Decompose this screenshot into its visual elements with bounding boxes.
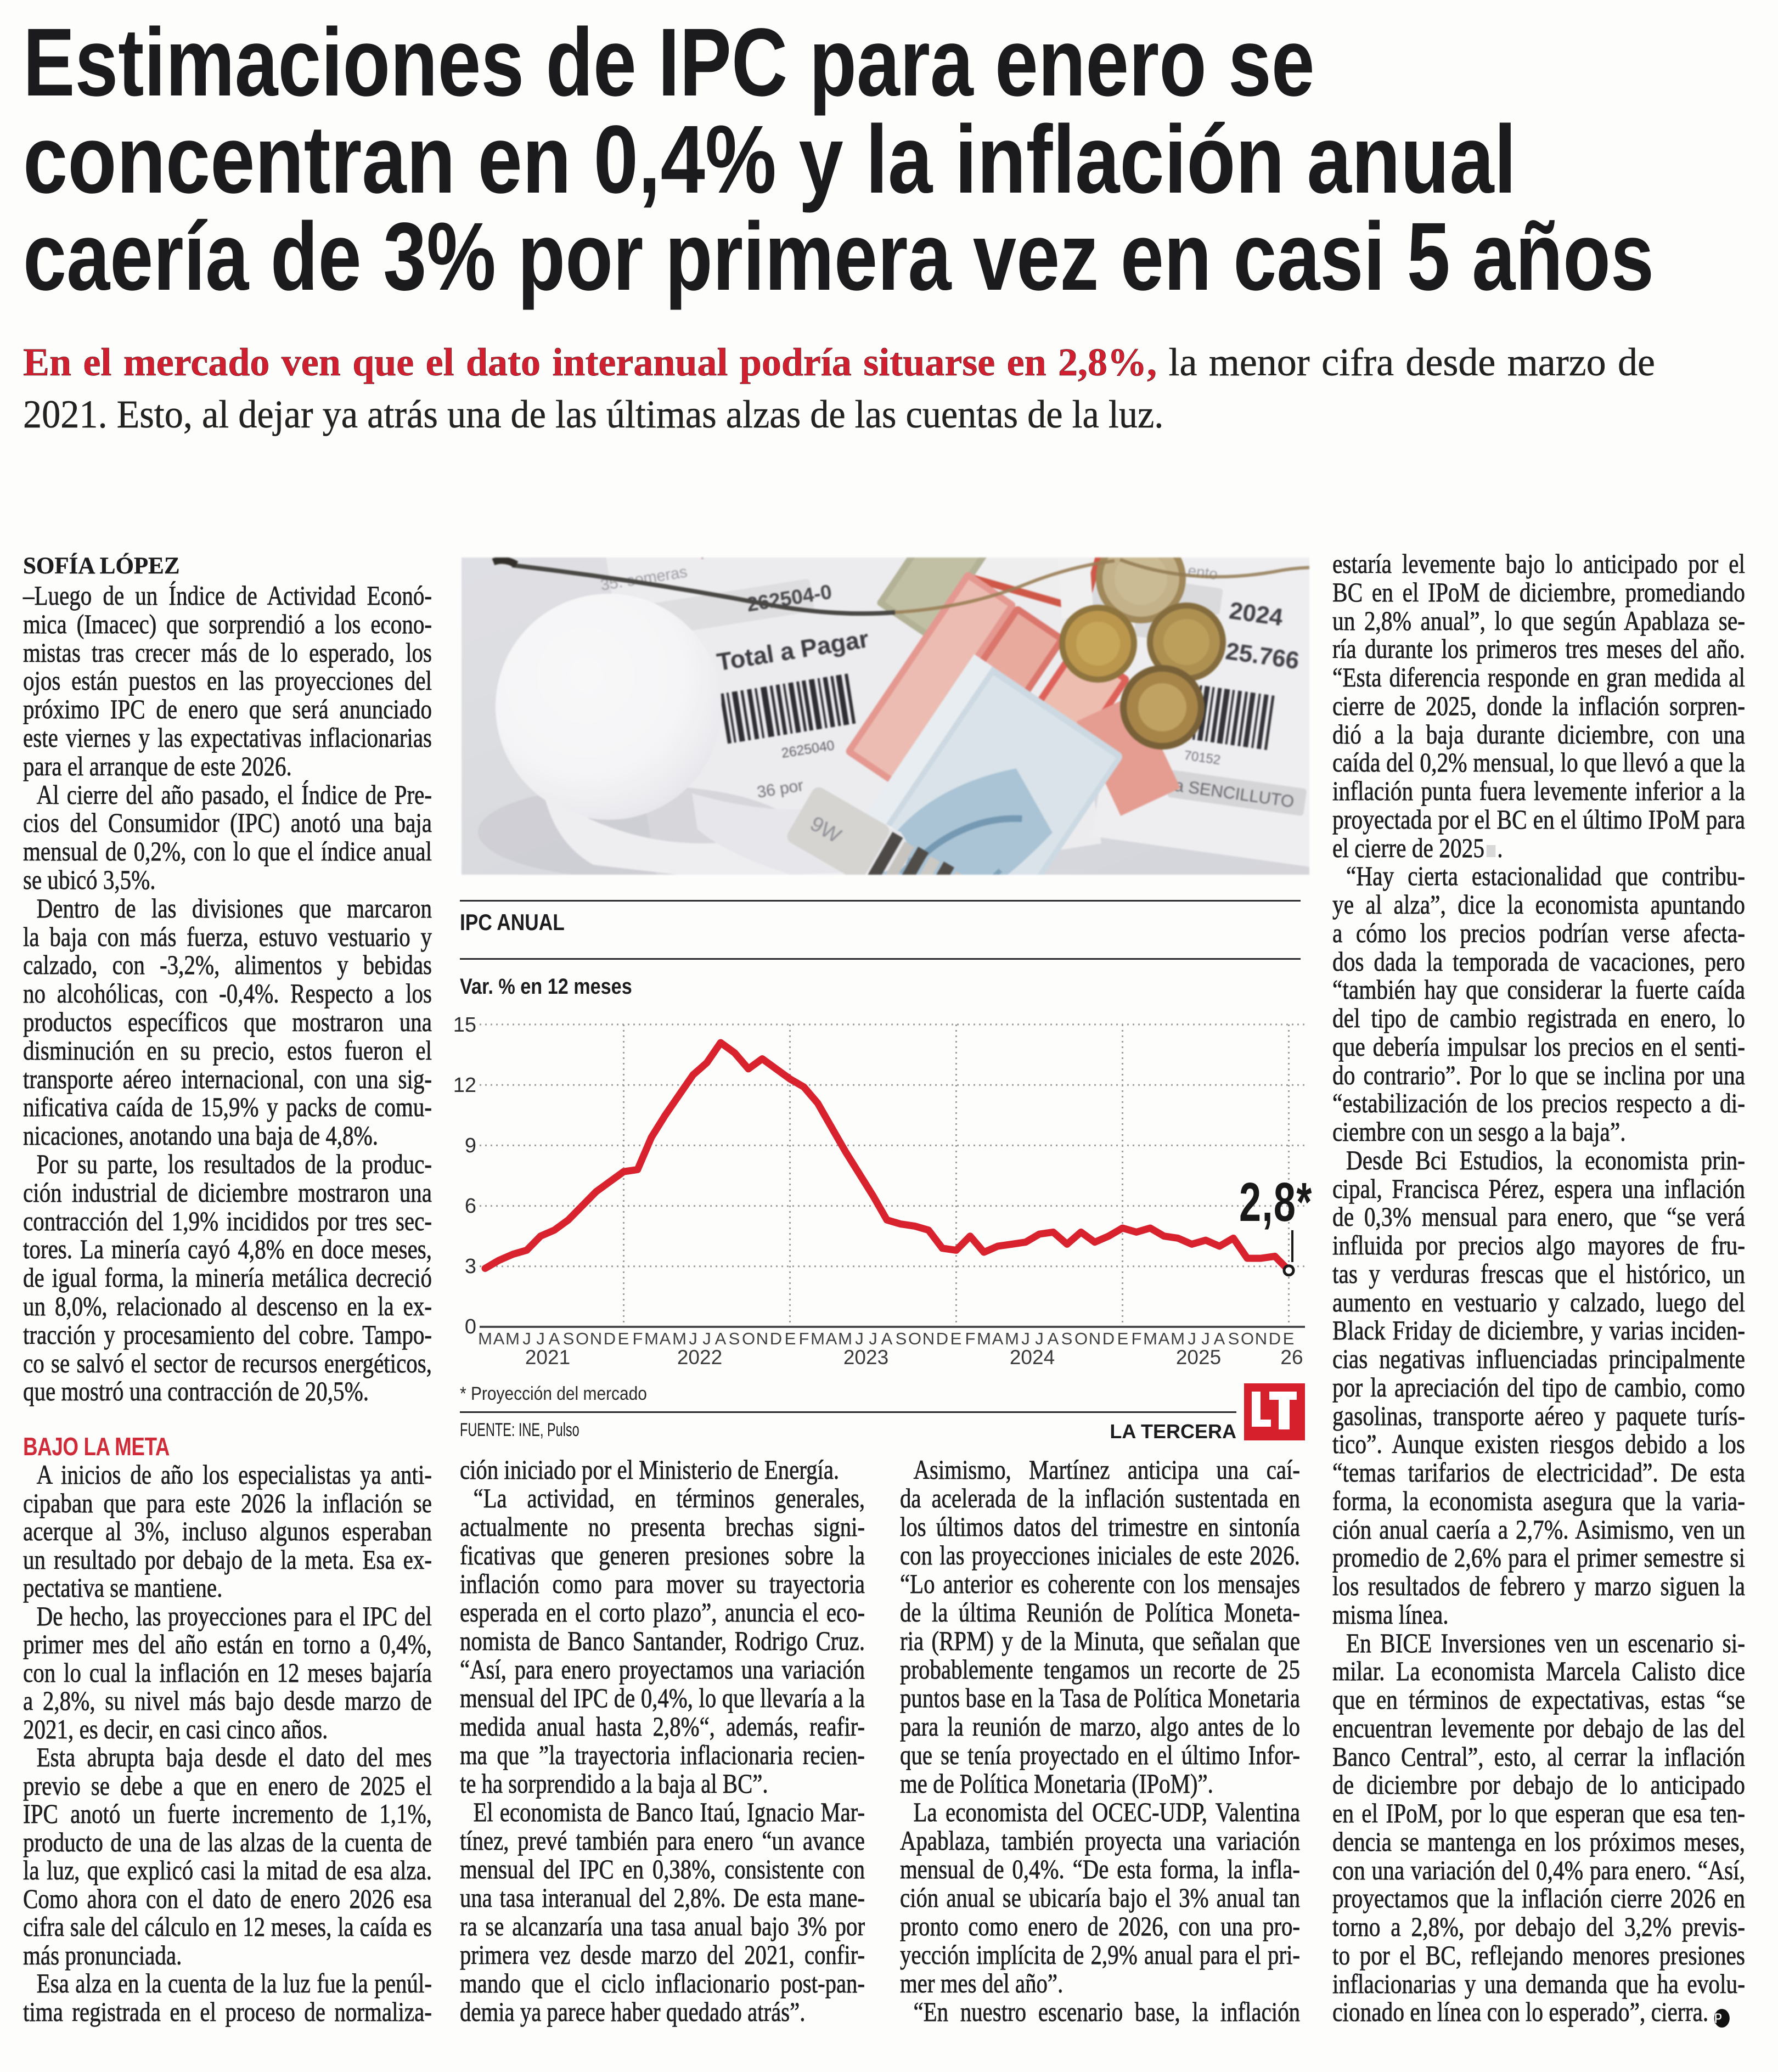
svg-text:M: M (977, 1329, 991, 1348)
svg-text:E: E (785, 1329, 796, 1348)
svg-text:A: A (1048, 1329, 1059, 1348)
svg-text:F: F (1132, 1329, 1142, 1348)
svg-text:15: 15 (453, 1014, 476, 1037)
svg-text:A: A (493, 1329, 505, 1348)
svg-text:26: 26 (1280, 1346, 1303, 1369)
svg-text:M: M (1005, 1329, 1019, 1348)
svg-text:N: N (922, 1329, 935, 1348)
svg-text:M: M (672, 1329, 687, 1348)
svg-text:A: A (1158, 1329, 1170, 1348)
svg-text:J: J (1035, 1329, 1044, 1348)
svg-text:6: 6 (465, 1195, 476, 1218)
svg-text:J: J (869, 1329, 877, 1348)
svg-text:J: J (689, 1329, 697, 1348)
svg-text:A: A (881, 1329, 893, 1348)
svg-text:M: M (1171, 1329, 1185, 1348)
svg-text:A: A (549, 1329, 560, 1348)
svg-text:E: E (950, 1329, 962, 1348)
svg-text:2024: 2024 (1010, 1346, 1055, 1369)
svg-text:J: J (1201, 1329, 1210, 1348)
svg-text:9: 9 (465, 1134, 476, 1157)
svg-text:2025: 2025 (1176, 1346, 1221, 1369)
svg-text:S: S (1061, 1329, 1073, 1348)
svg-text:2021: 2021 (525, 1346, 570, 1369)
svg-text:12: 12 (453, 1074, 476, 1097)
svg-text:E: E (1283, 1329, 1295, 1348)
svg-text:M: M (838, 1329, 852, 1348)
svg-text:E: E (1117, 1329, 1129, 1348)
svg-text:O: O (742, 1329, 755, 1348)
svg-text:J: J (855, 1329, 864, 1348)
svg-text:M: M (505, 1329, 520, 1348)
svg-text:F: F (799, 1329, 809, 1348)
svg-text:M: M (811, 1329, 825, 1348)
svg-text:O: O (1074, 1329, 1088, 1348)
svg-text:ento: ento (1187, 562, 1219, 583)
svg-text:O: O (576, 1329, 589, 1348)
svg-text:A: A (715, 1329, 727, 1348)
svg-text:S: S (1228, 1329, 1240, 1348)
svg-text:S: S (563, 1329, 575, 1348)
svg-text:F: F (633, 1329, 643, 1348)
svg-text:S: S (896, 1329, 907, 1348)
svg-text:F: F (965, 1329, 976, 1348)
svg-text:A: A (826, 1329, 837, 1348)
svg-text:2022: 2022 (677, 1346, 722, 1369)
svg-text:D: D (770, 1329, 782, 1348)
svg-text:3: 3 (465, 1255, 476, 1278)
svg-text:A: A (1214, 1329, 1225, 1348)
svg-text:J: J (522, 1329, 531, 1348)
svg-text:O: O (1241, 1329, 1254, 1348)
svg-text:E: E (618, 1329, 629, 1348)
svg-text:N: N (590, 1329, 602, 1348)
svg-text:N: N (1089, 1329, 1101, 1348)
svg-text:M: M (1143, 1329, 1157, 1348)
svg-text:M: M (644, 1329, 659, 1348)
svg-text:J: J (1021, 1329, 1030, 1348)
svg-text:O: O (908, 1329, 921, 1348)
svg-text:N: N (1255, 1329, 1267, 1348)
svg-text:A: A (660, 1329, 671, 1348)
svg-text:2023: 2023 (843, 1346, 888, 1369)
svg-text:0: 0 (465, 1315, 476, 1338)
svg-text:S: S (729, 1329, 740, 1348)
svg-text:J: J (702, 1329, 711, 1348)
svg-text:A: A (992, 1329, 1004, 1348)
svg-text:D: D (604, 1329, 616, 1348)
svg-text:J: J (536, 1329, 545, 1348)
svg-text:D: D (936, 1329, 948, 1348)
svg-text:M: M (478, 1329, 492, 1348)
svg-text:D: D (1102, 1329, 1115, 1348)
svg-text:N: N (756, 1329, 768, 1348)
svg-text:J: J (1188, 1329, 1196, 1348)
svg-text:D: D (1269, 1329, 1281, 1348)
